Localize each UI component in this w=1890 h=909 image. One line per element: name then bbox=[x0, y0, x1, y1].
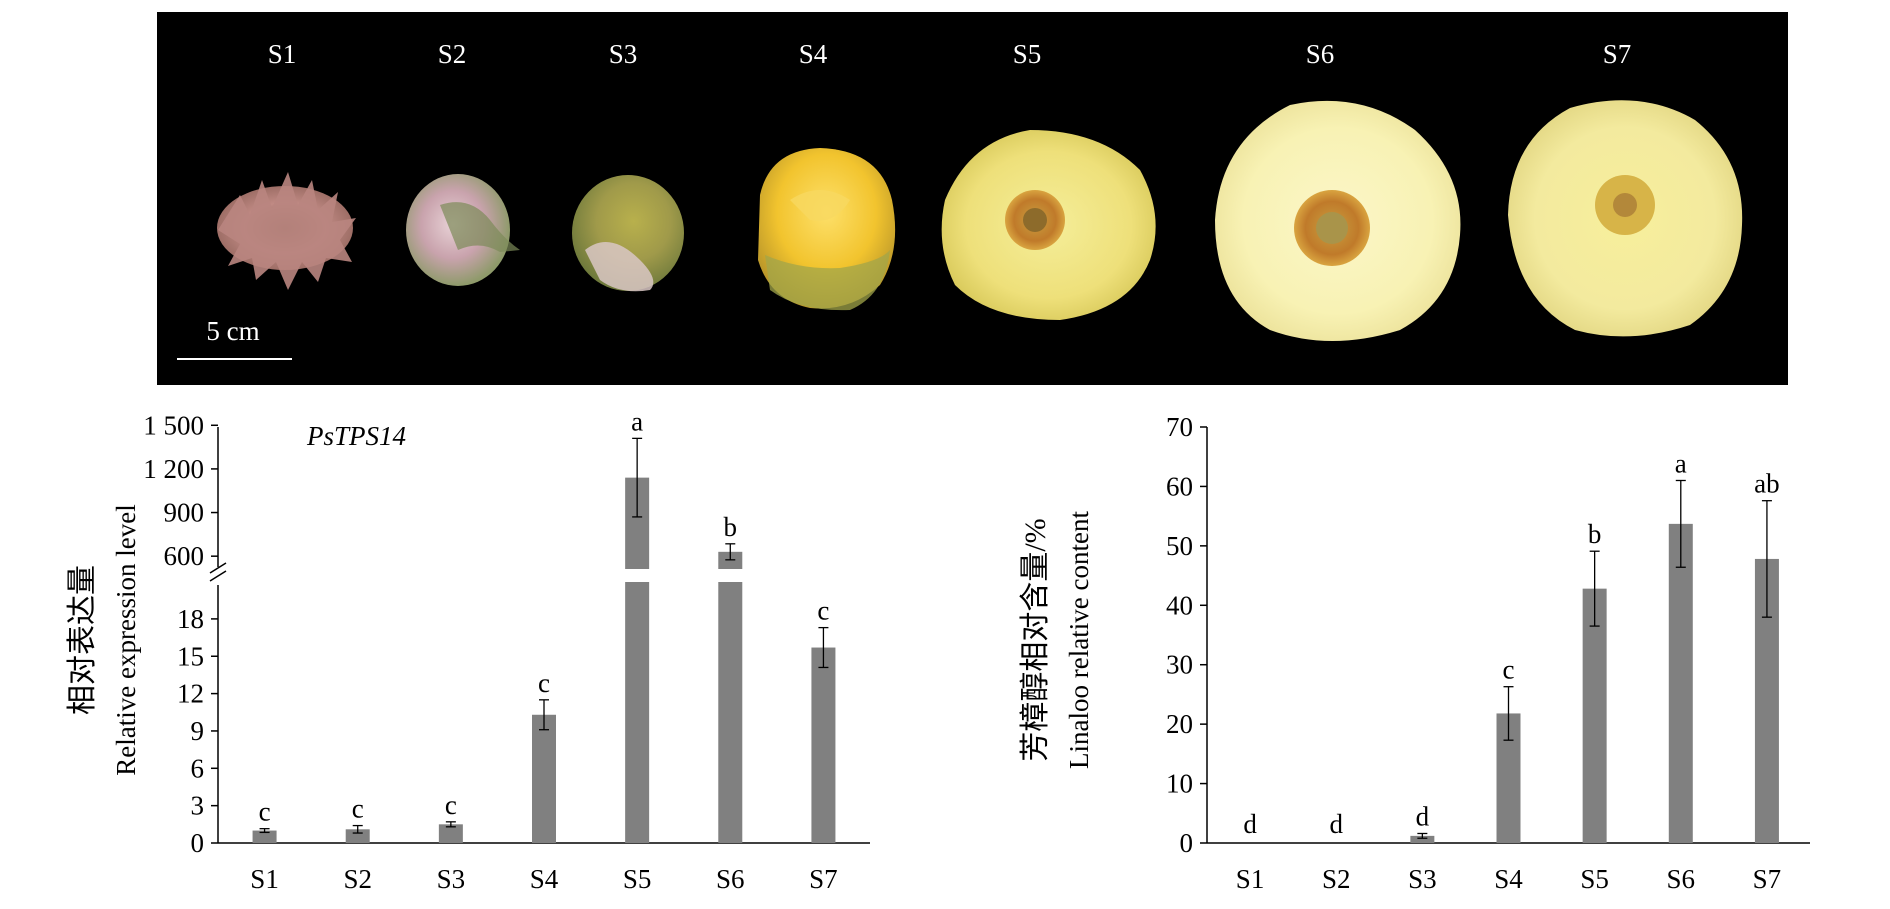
linalool-significance-label: d bbox=[1329, 809, 1343, 839]
flower-s5-image bbox=[941, 130, 1156, 320]
expression-chart-ytick-label: 9 bbox=[191, 716, 205, 746]
linalool-chart-xticks: S1 S2 S3 S4 S5 S6 S7 bbox=[1236, 864, 1781, 894]
expression-chart-ytick-label: 1 200 bbox=[143, 454, 204, 484]
stage-label-s5: S5 bbox=[1013, 39, 1042, 69]
expression-chart-ytick-label: 18 bbox=[177, 604, 204, 634]
linalool-chart-yticks: 0 10 20 30 40 50 60 70 bbox=[1166, 412, 1207, 858]
linalool-significance-label: d bbox=[1243, 809, 1257, 839]
expression-chart-axis-break-mark-1 bbox=[209, 562, 227, 574]
stage-label-s7: S7 bbox=[1603, 39, 1632, 69]
expression-significance-label: c bbox=[817, 596, 829, 626]
expression-significance-label: c bbox=[352, 794, 364, 824]
linalool-significance-label: ab bbox=[1754, 469, 1779, 499]
expression-chart-ytick-label: 6 bbox=[191, 753, 205, 783]
expression-chart-axis-break-mark-2 bbox=[209, 570, 227, 582]
expression-significance-label: c bbox=[259, 797, 271, 827]
linalool-chart-ytick-label: 70 bbox=[1166, 412, 1193, 442]
expression-chart-bars: c c c c a b c bbox=[252, 406, 836, 843]
expression-chart-ylabel: 相对表达量 bbox=[66, 565, 99, 715]
flower-s7-image bbox=[1508, 100, 1743, 337]
expression-chart-yticks: 0 3 6 9 12 15 18 600 900 1 200 1 500 bbox=[143, 410, 218, 858]
linalool-chart-bars: d d d c b a ab bbox=[1243, 448, 1780, 843]
linalool-chart-xtick-label: S2 bbox=[1322, 864, 1351, 894]
linalool-chart-ytick-label: 30 bbox=[1166, 650, 1193, 680]
expression-significance-label: c bbox=[445, 790, 457, 820]
linalool-bar-s3 bbox=[1410, 835, 1435, 843]
expression-significance-label: c bbox=[538, 668, 550, 698]
expression-chart-xtick-label: S5 bbox=[623, 864, 652, 894]
expression-chart-gene-label: PsTPS14 bbox=[306, 421, 406, 451]
expression-chart-ytick-label: 12 bbox=[177, 679, 204, 709]
linalool-chart-ylabel: 芳樟醇相对含量/% bbox=[1019, 518, 1052, 761]
linalool-chart-ytick-label: 60 bbox=[1166, 471, 1193, 501]
linalool-chart-ytick-label: 50 bbox=[1166, 531, 1193, 561]
linalool-chart-ytick-label: 20 bbox=[1166, 709, 1193, 739]
expression-chart-ytick-label: 1 500 bbox=[143, 410, 204, 440]
stage-label-s4: S4 bbox=[799, 39, 828, 69]
stage-label-s1: S1 bbox=[268, 39, 297, 69]
linalool-chart-xtick-label: S7 bbox=[1753, 864, 1782, 894]
expression-chart-xtick-label: S2 bbox=[343, 864, 372, 894]
scale-bar-label: 5 cm bbox=[206, 316, 259, 346]
flower-s3-image bbox=[572, 175, 684, 292]
linalool-significance-label: d bbox=[1416, 801, 1430, 831]
flower-s4-image bbox=[758, 148, 896, 311]
expression-bar-s7 bbox=[811, 647, 836, 843]
expression-chart-ytick-label: 3 bbox=[191, 791, 205, 821]
linalool-chart-ytick-label: 40 bbox=[1166, 590, 1193, 620]
expression-bar-s2 bbox=[345, 829, 370, 843]
expression-chart-xtick-label: S4 bbox=[530, 864, 559, 894]
stage-label-s3: S3 bbox=[609, 39, 638, 69]
expression-chart-ytick-label: 900 bbox=[164, 498, 205, 528]
expression-bar-s4 bbox=[532, 714, 556, 843]
stage-label-s2: S2 bbox=[438, 39, 467, 69]
expression-bar-s1 bbox=[252, 830, 277, 843]
linalool-bar-s6 bbox=[1668, 523, 1693, 843]
linalool-chart-xtick-label: S5 bbox=[1580, 864, 1609, 894]
expression-chart-xtick-label: S7 bbox=[809, 864, 838, 894]
expression-chart-xticks: S1 S2 S3 S4 S5 S6 S7 bbox=[250, 864, 837, 894]
expression-significance-label: a bbox=[631, 406, 643, 436]
linalool-significance-label: a bbox=[1675, 448, 1687, 478]
linalool-chart-xtick-label: S6 bbox=[1667, 864, 1696, 894]
linalool-significance-label: c bbox=[1503, 655, 1515, 685]
linalool-significance-label: b bbox=[1588, 519, 1602, 549]
expression-chart-xtick-label: S1 bbox=[250, 864, 279, 894]
expression-chart-ytick-label: 15 bbox=[177, 641, 204, 671]
expression-bar-s3 bbox=[438, 824, 463, 843]
expression-chart-ytick-label: 0 bbox=[191, 828, 205, 858]
linalool-chart-xtick-label: S4 bbox=[1494, 864, 1523, 894]
linalool-bar-s5 bbox=[1582, 588, 1607, 843]
stage-label-s6: S6 bbox=[1306, 39, 1335, 69]
expression-chart-xtick-label: S6 bbox=[716, 864, 745, 894]
flower-s2-image bbox=[406, 174, 520, 286]
photo-panel: S1 S2 S3 S4 S5 S6 S7 bbox=[157, 12, 1788, 385]
expression-chart-ylabel-en: Relative expression level bbox=[111, 504, 141, 775]
linalool-chart-xtick-label: S3 bbox=[1408, 864, 1437, 894]
expression-significance-label: b bbox=[724, 512, 738, 542]
linalool-chart-ytick-label: 0 bbox=[1180, 828, 1194, 858]
linalool-chart-xtick-label: S1 bbox=[1236, 864, 1265, 894]
expression-chart-xtick-label: S3 bbox=[437, 864, 466, 894]
expression-bar-s5-lower bbox=[625, 582, 650, 843]
flower-s1-image bbox=[217, 172, 356, 290]
expression-chart-ytick-label: 600 bbox=[164, 541, 205, 571]
flower-s6-image bbox=[1215, 100, 1461, 341]
linalool-chart-ytick-label: 10 bbox=[1166, 769, 1193, 799]
expression-bar-s6-lower bbox=[718, 582, 743, 843]
linalool-chart-ylabel-en: Linaloo relative content bbox=[1064, 511, 1094, 769]
